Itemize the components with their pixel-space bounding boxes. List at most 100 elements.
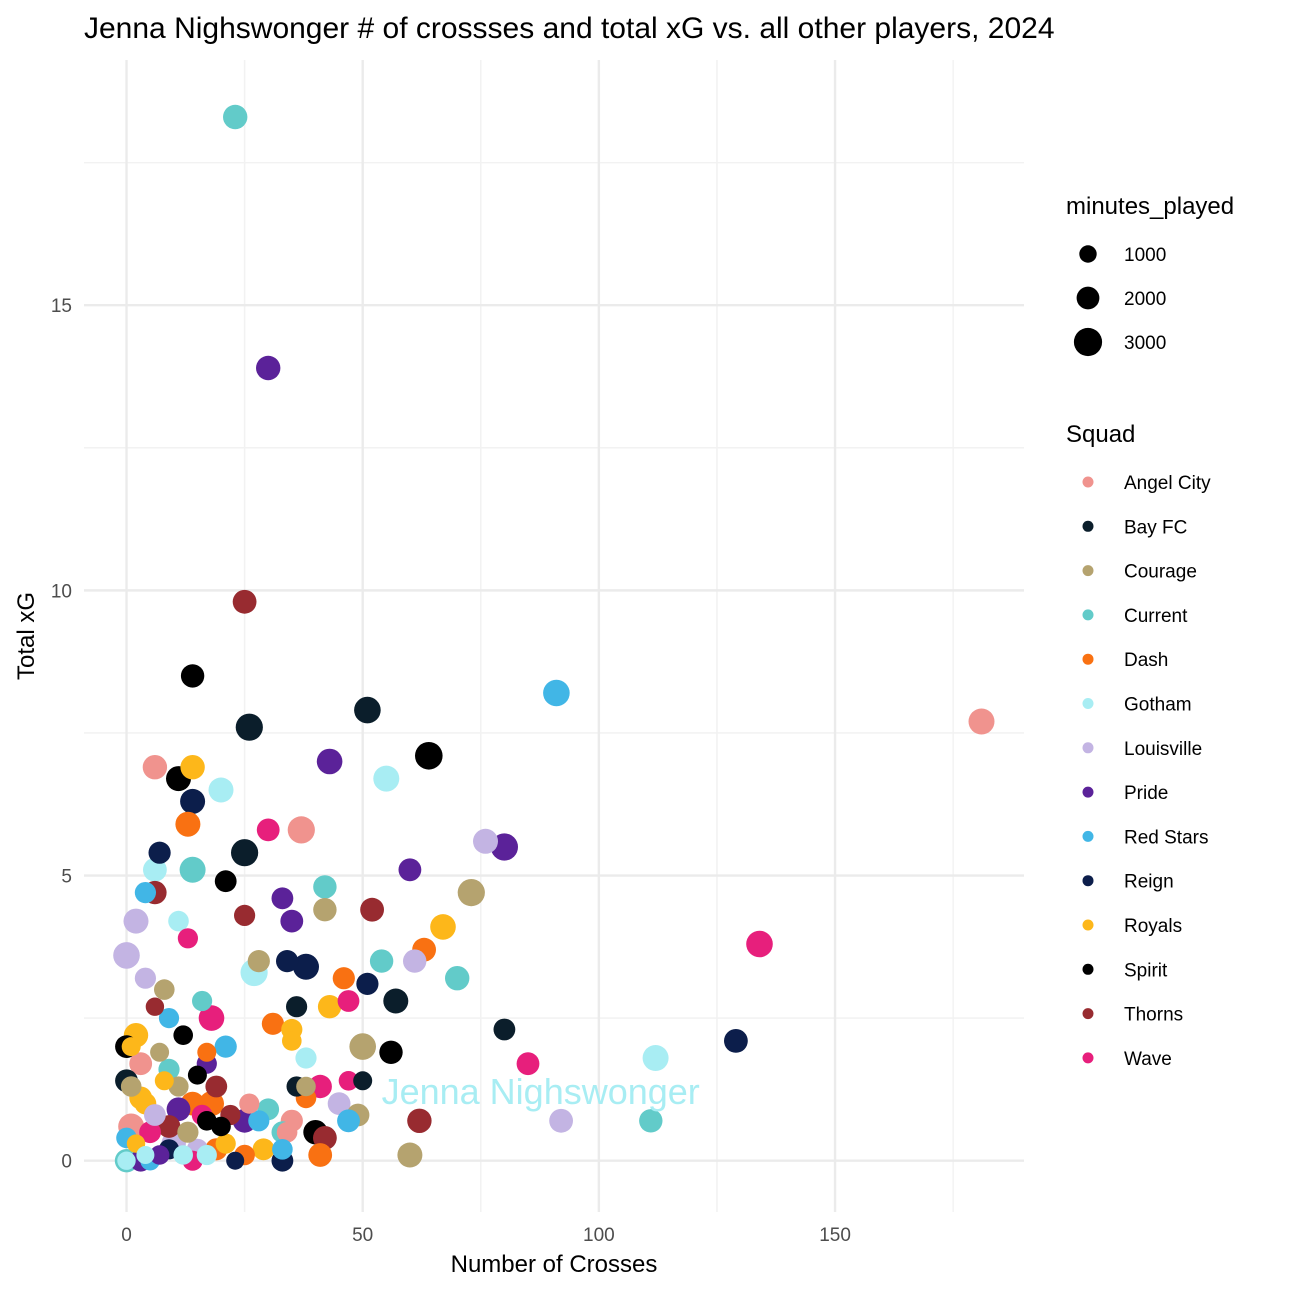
data-point-bay-fc: [354, 696, 381, 724]
data-point-louisville: [327, 1092, 351, 1115]
squad-legend-title: Squad: [1066, 421, 1135, 448]
data-point-courage: [247, 950, 270, 973]
data-point-wave: [139, 1121, 162, 1144]
data-point-current: [179, 856, 206, 883]
data-point-thorns: [360, 897, 384, 922]
y-axis-title: Total xG: [13, 592, 40, 680]
size-legend-key: [1076, 286, 1100, 310]
squad-legend-key: [1082, 963, 1094, 975]
data-point-courage: [296, 1076, 316, 1097]
data-point-reign: [724, 1029, 748, 1053]
squad-legend-key: [1082, 1008, 1094, 1020]
y-tick-label: 15: [51, 296, 72, 317]
squad-legend-label: Thorns: [1124, 1005, 1183, 1026]
squad-legend-label: Red Stars: [1124, 827, 1208, 848]
data-point-dash: [261, 1012, 284, 1035]
data-point-angel-city: [968, 708, 995, 735]
x-tick-label: 150: [819, 1225, 851, 1246]
data-point-bay-fc: [383, 988, 409, 1014]
squad-legend-key: [1082, 786, 1094, 798]
data-point-dash: [175, 811, 201, 837]
data-points: [113, 104, 995, 1173]
highlight-annotation: Jenna Nighswonger: [382, 1071, 700, 1112]
data-point-pride: [149, 1145, 170, 1165]
x-axis-title: Number of Crosses: [451, 1251, 658, 1278]
data-point-wave: [177, 928, 198, 949]
data-point-bay-fc: [353, 1071, 373, 1091]
squad-legend-label: Dash: [1124, 650, 1168, 671]
data-point-wave: [337, 990, 360, 1012]
data-point-reign: [180, 788, 206, 814]
data-point-thorns: [145, 997, 165, 1016]
data-point-gotham: [295, 1047, 317, 1069]
data-point-angel-city: [142, 755, 168, 780]
data-point-courage: [397, 1142, 423, 1168]
data-point-angel-city: [239, 1093, 260, 1114]
data-point-courage: [120, 1076, 142, 1097]
data-point-bay-fc: [286, 996, 308, 1018]
squad-legend-key: [1082, 609, 1094, 621]
squad-legend-label: Spirit: [1124, 960, 1168, 981]
size-legend-key: [1079, 245, 1097, 263]
squad-legend-label: Royals: [1124, 916, 1182, 937]
data-point-gotham: [136, 1146, 155, 1164]
squad-legend-key: [1082, 1052, 1094, 1064]
x-tick-label: 50: [352, 1225, 373, 1246]
data-point-royals: [121, 1037, 141, 1057]
data-point-courage: [154, 979, 175, 1000]
chart-title: Jenna Nighswonger # of crossses and tota…: [84, 12, 1055, 45]
data-point-wave: [746, 930, 773, 958]
data-point-pride: [398, 858, 422, 882]
data-point-current: [639, 1109, 663, 1133]
data-point-louisville: [123, 908, 149, 934]
squad-legend-key: [1082, 830, 1094, 842]
size-legend: minutes_played 1000 2000 3000: [1066, 193, 1234, 357]
data-point-thorns: [205, 1075, 228, 1098]
size-legend-title: minutes_played: [1066, 193, 1234, 220]
data-point-louisville: [144, 1104, 166, 1126]
data-point-bay-fc: [231, 839, 259, 867]
data-point-reign: [356, 972, 379, 996]
data-point-red-stars: [214, 1035, 237, 1058]
data-point-royals: [282, 1031, 302, 1051]
data-point-royals: [430, 914, 456, 940]
data-point-dash: [197, 1042, 217, 1062]
data-point-gotham: [168, 910, 189, 932]
data-point-red-stars: [543, 679, 570, 707]
squad-legend-key: [1082, 919, 1094, 931]
squad-legend-key: [1082, 565, 1094, 577]
data-point-red-stars: [337, 1109, 360, 1133]
data-point-angel-city: [129, 1052, 153, 1076]
data-point-louisville: [113, 942, 140, 969]
data-point-gotham: [143, 857, 167, 882]
data-point-spirit: [379, 1040, 403, 1065]
squad-legend-label: Reign: [1124, 872, 1174, 893]
data-point-dash: [332, 967, 355, 990]
size-legend-key: [1073, 327, 1103, 357]
data-point-pride: [316, 748, 343, 775]
data-point-thorns: [232, 589, 257, 614]
data-point-current: [369, 949, 394, 973]
data-point-wave: [516, 1052, 540, 1076]
data-point-royals: [215, 1133, 236, 1154]
data-point-reign: [276, 950, 299, 973]
squad-legend-key: [1082, 875, 1094, 887]
data-point-current: [192, 990, 213, 1012]
data-point-spirit: [415, 742, 443, 770]
data-point-royals: [154, 1071, 174, 1091]
data-point-spirit: [187, 1065, 207, 1085]
squad-legend-label: Bay FC: [1124, 517, 1187, 538]
data-point-red-stars: [158, 1008, 180, 1029]
data-point-royals: [180, 755, 205, 780]
data-point-red-stars: [248, 1110, 270, 1132]
squad-legend-key: [1082, 476, 1094, 488]
data-point-royals: [317, 995, 342, 1019]
x-tick-label: 0: [121, 1225, 132, 1246]
data-point-reign: [293, 953, 319, 980]
data-point-courage: [177, 1121, 199, 1143]
data-point-red-stars: [272, 1139, 293, 1160]
squad-legend-key: [1082, 520, 1094, 532]
squad-legend-label: Current: [1124, 606, 1188, 627]
data-point-courage: [349, 1033, 377, 1060]
